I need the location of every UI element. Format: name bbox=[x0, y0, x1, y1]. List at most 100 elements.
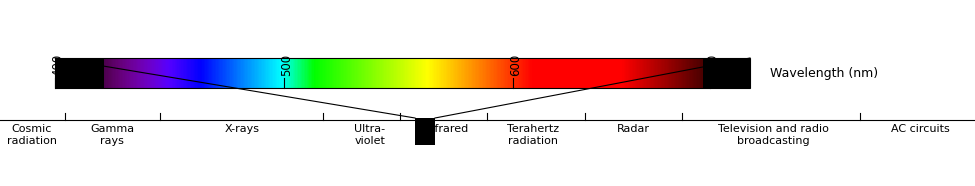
Bar bbox=[521, 58, 522, 88]
Bar bbox=[66, 58, 67, 88]
Bar bbox=[220, 58, 221, 88]
Bar bbox=[213, 58, 214, 88]
Bar bbox=[466, 58, 468, 88]
Bar bbox=[530, 58, 531, 88]
Bar bbox=[379, 58, 380, 88]
Bar bbox=[713, 58, 714, 88]
Bar bbox=[275, 58, 276, 88]
Bar bbox=[380, 58, 381, 88]
Bar bbox=[573, 58, 575, 88]
Bar bbox=[677, 58, 678, 88]
Text: Infrared: Infrared bbox=[425, 124, 469, 134]
Bar bbox=[501, 58, 502, 88]
Bar bbox=[451, 58, 452, 88]
Bar bbox=[527, 58, 529, 88]
Bar bbox=[459, 58, 461, 88]
Bar bbox=[475, 58, 476, 88]
Bar bbox=[393, 58, 394, 88]
Bar bbox=[171, 58, 172, 88]
Bar bbox=[394, 58, 396, 88]
Bar bbox=[144, 58, 145, 88]
Bar bbox=[308, 58, 309, 88]
Bar bbox=[430, 58, 432, 88]
Bar bbox=[403, 58, 404, 88]
Bar bbox=[710, 58, 711, 88]
Bar bbox=[492, 58, 494, 88]
Bar bbox=[749, 58, 750, 88]
Bar bbox=[97, 58, 98, 88]
Bar bbox=[580, 58, 582, 88]
Bar bbox=[632, 58, 633, 88]
Bar bbox=[462, 58, 464, 88]
Bar bbox=[187, 58, 188, 88]
Bar bbox=[479, 58, 481, 88]
Bar bbox=[687, 58, 689, 88]
Bar bbox=[706, 58, 707, 88]
Bar bbox=[316, 58, 318, 88]
Bar bbox=[629, 58, 631, 88]
Bar bbox=[684, 58, 686, 88]
Bar bbox=[404, 58, 406, 88]
Bar bbox=[208, 58, 210, 88]
Bar bbox=[83, 58, 84, 88]
Bar bbox=[407, 58, 409, 88]
Bar bbox=[295, 58, 296, 88]
Bar bbox=[354, 58, 355, 88]
Bar bbox=[602, 58, 603, 88]
Bar bbox=[539, 58, 540, 88]
Bar bbox=[714, 58, 716, 88]
Bar bbox=[338, 58, 340, 88]
Bar bbox=[249, 58, 250, 88]
Bar bbox=[657, 58, 658, 88]
Bar bbox=[278, 58, 279, 88]
Bar bbox=[418, 58, 419, 88]
Bar bbox=[87, 58, 89, 88]
Bar bbox=[191, 58, 193, 88]
Bar bbox=[605, 58, 606, 88]
Bar bbox=[465, 58, 466, 88]
Bar bbox=[647, 58, 648, 88]
Bar bbox=[674, 58, 675, 88]
Bar bbox=[80, 58, 81, 88]
Bar bbox=[357, 58, 358, 88]
Bar bbox=[730, 58, 732, 88]
Bar bbox=[525, 58, 527, 88]
Bar bbox=[566, 58, 567, 88]
Bar bbox=[616, 58, 618, 88]
Bar bbox=[644, 58, 645, 88]
Bar bbox=[176, 58, 177, 88]
Bar bbox=[223, 58, 224, 88]
Bar bbox=[406, 58, 407, 88]
Bar bbox=[99, 58, 100, 88]
Bar bbox=[604, 58, 605, 88]
Text: X-rays: X-rays bbox=[224, 124, 259, 134]
Bar bbox=[524, 58, 525, 88]
Bar bbox=[332, 58, 333, 88]
Bar bbox=[122, 58, 123, 88]
Bar bbox=[732, 58, 733, 88]
Bar bbox=[449, 58, 451, 88]
Bar bbox=[370, 58, 371, 88]
Bar bbox=[651, 58, 652, 88]
Bar bbox=[240, 58, 241, 88]
Bar bbox=[564, 58, 566, 88]
Bar bbox=[443, 58, 445, 88]
Bar bbox=[717, 58, 718, 88]
Bar bbox=[113, 58, 115, 88]
Bar bbox=[544, 58, 546, 88]
Bar bbox=[420, 58, 422, 88]
Bar bbox=[648, 58, 650, 88]
Bar bbox=[435, 58, 436, 88]
Bar bbox=[362, 58, 364, 88]
Bar bbox=[446, 58, 447, 88]
Bar bbox=[203, 58, 204, 88]
Bar bbox=[108, 58, 109, 88]
Bar bbox=[152, 58, 154, 88]
Bar bbox=[365, 58, 367, 88]
Bar bbox=[333, 58, 334, 88]
Bar bbox=[390, 58, 391, 88]
Bar bbox=[198, 58, 200, 88]
Bar bbox=[180, 58, 181, 88]
Bar bbox=[211, 58, 213, 88]
Bar bbox=[675, 58, 677, 88]
